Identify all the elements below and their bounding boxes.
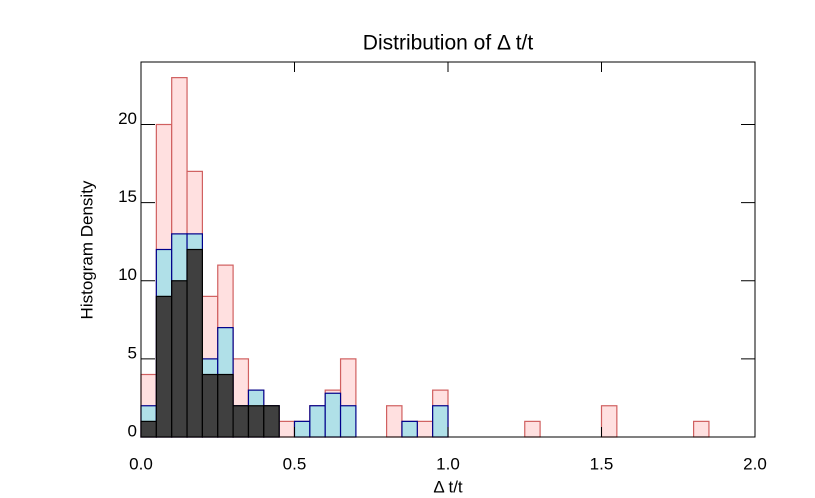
histogram-bar [600,405,618,438]
x-tick-label: 1.5 [590,454,614,473]
y-tick-label: 20 [118,109,137,128]
y-tick-label: 15 [118,187,137,206]
x-tick-label: 1.0 [436,454,460,473]
x-axis-label: Δ t/t [433,477,463,496]
histogram-bar [278,420,296,438]
chart-title: Distribution of Δ t/t [363,32,534,55]
histogram-bar [386,405,403,438]
histogram-bar [339,405,357,438]
histogram-bar [140,420,157,438]
histogram-bar [324,392,342,438]
y-axis-label: Histogram Density [77,180,96,319]
y-tick-label: 0 [128,421,137,440]
histogram-bar [401,420,418,438]
histogram-bar [247,405,265,438]
histogram-bar [692,420,710,438]
histogram-bar [293,420,311,438]
histogram-bar [186,248,204,438]
histogram-bar [416,420,434,438]
x-tick-label: 2.0 [743,454,767,473]
x-tick-label: 0.0 [129,454,153,473]
histogram-bar [155,295,173,438]
histogram-bar [309,405,326,438]
histogram-bar [217,373,234,438]
histogram-bar [232,405,250,438]
histogram-bar [524,420,541,438]
histogram-bar [432,405,449,438]
histogram-bar [171,280,188,438]
histogram-bar [201,373,219,438]
histogram-bar [263,405,280,438]
y-tick-label: 5 [128,343,137,362]
x-tick-label: 0.5 [283,454,307,473]
y-tick-label: 10 [118,265,137,284]
